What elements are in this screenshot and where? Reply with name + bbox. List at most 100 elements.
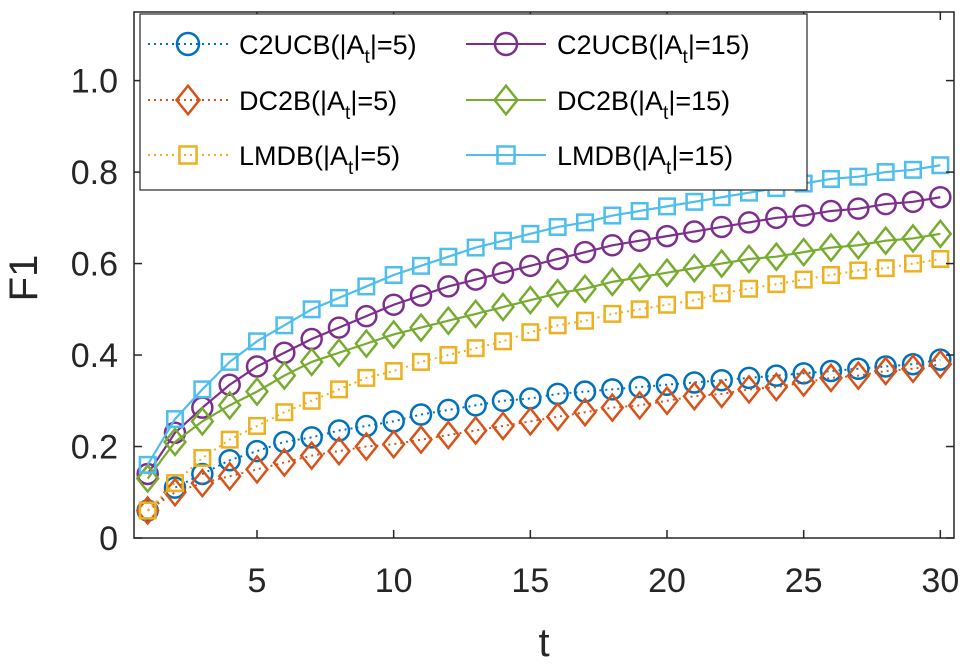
series-6-point: [275, 316, 294, 335]
series-5-point: [654, 257, 680, 288]
series-6-point: [576, 213, 594, 232]
series-5-point: [408, 312, 434, 343]
series-3-point: [658, 295, 676, 314]
series-5-point: [928, 218, 953, 249]
series-1-point: [437, 398, 460, 422]
series-layer: [135, 156, 953, 526]
y-tick-label: 0.4: [71, 337, 118, 375]
series-1-point: [464, 394, 487, 417]
series-5-point: [244, 376, 270, 407]
series-3-point: [138, 501, 157, 520]
series-5-point: [572, 273, 598, 304]
series-4-point: [655, 224, 679, 248]
series-4-point: [847, 197, 870, 220]
series-4-point: [901, 190, 925, 214]
series-3-point: [876, 259, 895, 278]
series-4-point: [710, 215, 733, 239]
series-1-point: [573, 380, 597, 403]
ticks-layer: 5 10 15 20 25 30 0 0.2 0.4 0.6 0.8 1.0: [71, 12, 959, 600]
legend-label: DC2B(|At|=15): [557, 86, 730, 124]
y-tick-label: 0.8: [71, 154, 118, 192]
x-tick-label: 25: [785, 562, 823, 600]
series-3-point: [275, 403, 294, 422]
series-3-point: [685, 291, 704, 310]
series-2-point: [217, 461, 242, 492]
series-3-point: [630, 300, 649, 319]
series-1-point: [710, 368, 733, 392]
series-3-point: [603, 304, 622, 323]
series-6-point: [302, 300, 321, 319]
series-3-point: [822, 266, 840, 284]
series-1-point: [847, 357, 870, 381]
series-6: [138, 156, 950, 474]
series-5-point: [736, 243, 762, 274]
y-tick-label: 1.0: [71, 63, 118, 101]
series-4-point: [519, 254, 542, 278]
series-3-point: [521, 323, 540, 342]
series-4-point: [382, 293, 405, 316]
y-tick-label: 0.2: [71, 429, 118, 467]
series-5-point: [900, 223, 926, 254]
series-6-point: [931, 156, 950, 175]
series-4: [136, 185, 952, 486]
series-3-point: [412, 352, 430, 371]
series-2-point: [490, 410, 516, 441]
series-6-line: [146, 164, 941, 466]
legend-label: C2UCB(|At|=5): [239, 30, 417, 68]
series-6-point: [849, 167, 868, 186]
series-3-point: [740, 279, 758, 298]
series-4-point: [601, 234, 624, 257]
series-4-point: [437, 275, 460, 298]
legend-marker: [175, 31, 201, 57]
series-2-point: [272, 447, 297, 478]
series-2-point: [354, 431, 379, 462]
series-1-point: [491, 389, 515, 413]
series-3-point: [767, 275, 786, 294]
series-2-point: [463, 415, 488, 446]
series-3-point: [357, 368, 376, 387]
series-1-point: [601, 378, 624, 401]
series-3-point: [220, 430, 239, 449]
series-2-point: [408, 424, 434, 455]
series-6-point: [384, 266, 403, 284]
series-4-point: [491, 261, 515, 284]
series-1-point: [245, 439, 269, 463]
series-6-point: [876, 163, 895, 182]
series-3: [138, 249, 950, 520]
legend: C2UCB(|At|=5) DC2B(|At|=5) LMDB(|At|=5) C2U…: [139, 13, 808, 191]
series-3-point: [166, 474, 184, 493]
series-5: [135, 218, 953, 494]
series-5-point: [518, 285, 543, 316]
series-2: [135, 349, 953, 526]
legend-marker: [492, 83, 520, 117]
plot-frame: [133, 11, 955, 539]
series-3-point: [302, 391, 321, 410]
legend-marker: [178, 145, 198, 165]
legend-item-6: LMDB(|At|=15): [466, 141, 733, 179]
series-5-point: [818, 232, 844, 263]
legend-label: LMDB(|At|=5): [239, 141, 400, 179]
series-6-point: [494, 231, 512, 250]
legend-label: C2UCB(|At|=15): [557, 30, 750, 68]
series-6-point: [439, 247, 458, 266]
series-6-point: [412, 256, 430, 275]
series-1-point: [300, 426, 323, 449]
series-6-point: [357, 277, 376, 296]
legend-item-2: DC2B(|At|=5): [148, 83, 397, 124]
series-5-point: [190, 406, 215, 437]
series-6-point: [658, 197, 676, 216]
legend-marker: [493, 31, 519, 57]
series-2-point: [654, 385, 680, 416]
x-tick-label: 10: [375, 562, 413, 600]
series-3-point: [330, 380, 348, 399]
legend-item-4: C2UCB(|At|=15): [466, 30, 750, 68]
series-5-point: [490, 292, 516, 323]
series-5-point: [627, 262, 652, 293]
series-3-point: [576, 311, 594, 330]
series-1-point: [218, 448, 241, 472]
series-5-point: [709, 248, 734, 279]
series-5-point: [135, 463, 160, 494]
series-2-point: [900, 353, 926, 384]
series-1-point: [765, 364, 788, 387]
x-tick-label: 15: [511, 562, 549, 600]
